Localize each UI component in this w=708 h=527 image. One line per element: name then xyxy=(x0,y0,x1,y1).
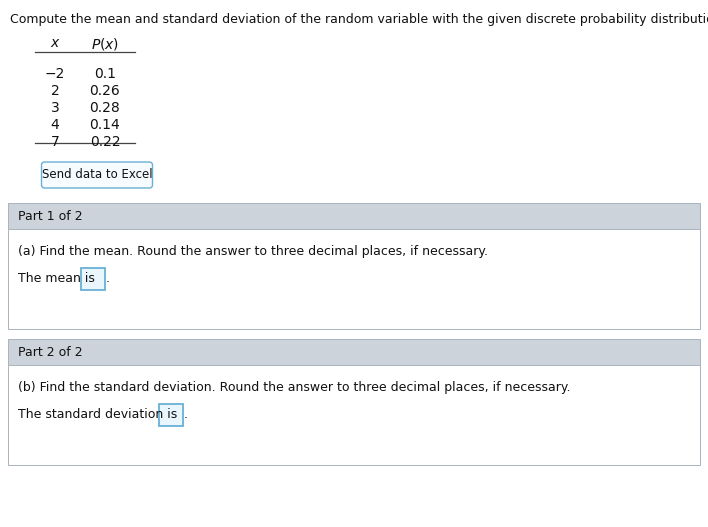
FancyBboxPatch shape xyxy=(159,404,183,426)
Text: 7: 7 xyxy=(51,135,59,149)
Text: 0.28: 0.28 xyxy=(90,101,120,115)
Text: 0.26: 0.26 xyxy=(90,84,120,98)
Text: Part 2 of 2: Part 2 of 2 xyxy=(18,346,83,358)
Text: 0.14: 0.14 xyxy=(90,118,120,132)
Text: The standard deviation is: The standard deviation is xyxy=(18,408,177,422)
Text: Part 1 of 2: Part 1 of 2 xyxy=(18,210,83,222)
FancyBboxPatch shape xyxy=(8,365,700,465)
FancyBboxPatch shape xyxy=(8,229,700,329)
Text: −2: −2 xyxy=(45,67,65,81)
Text: 4: 4 xyxy=(51,118,59,132)
Text: 0.22: 0.22 xyxy=(90,135,120,149)
Text: Send data to Excel: Send data to Excel xyxy=(42,169,152,181)
Text: (a) Find the mean. Round the answer to three decimal places, if necessary.: (a) Find the mean. Round the answer to t… xyxy=(18,245,488,258)
Text: $P(x)$: $P(x)$ xyxy=(91,36,119,52)
FancyBboxPatch shape xyxy=(42,162,152,188)
Text: .: . xyxy=(106,272,110,286)
FancyBboxPatch shape xyxy=(8,203,700,229)
Text: 0.1: 0.1 xyxy=(94,67,116,81)
Text: $x$: $x$ xyxy=(50,36,60,50)
Text: Compute the mean and standard deviation of the random variable with the given di: Compute the mean and standard deviation … xyxy=(10,13,708,26)
Text: .: . xyxy=(184,408,188,422)
Text: The mean is: The mean is xyxy=(18,272,95,286)
Text: (b) Find the standard deviation. Round the answer to three decimal places, if ne: (b) Find the standard deviation. Round t… xyxy=(18,381,571,394)
FancyBboxPatch shape xyxy=(8,339,700,365)
Text: 3: 3 xyxy=(51,101,59,115)
Text: 2: 2 xyxy=(51,84,59,98)
FancyBboxPatch shape xyxy=(81,268,105,290)
